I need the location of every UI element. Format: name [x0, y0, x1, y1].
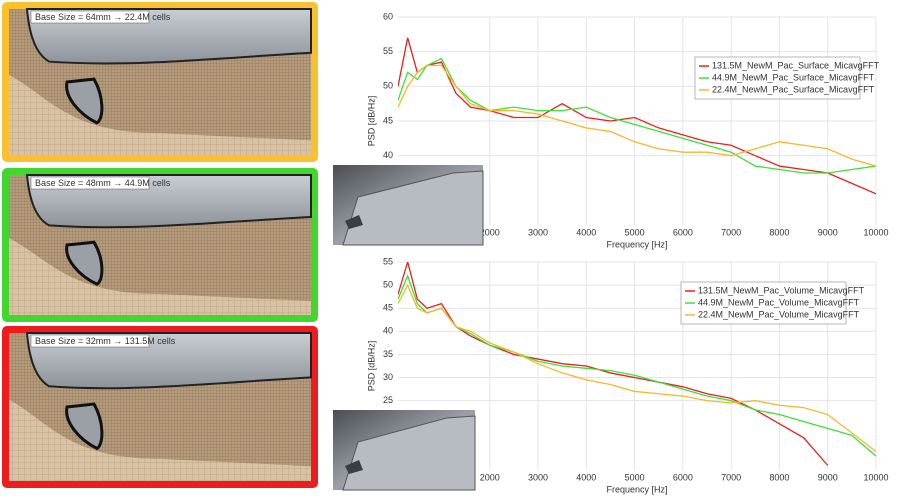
x-tick-label: 5000: [625, 472, 645, 482]
y-tick-label: 55: [383, 256, 393, 266]
x-tick-label: 7000: [721, 227, 741, 237]
x-tick-label: 10000: [863, 227, 888, 237]
panel-label: Base Size = 64mm → 22.4M cells: [35, 12, 171, 22]
series-line: [398, 64, 876, 167]
y-tick-label: 50: [383, 81, 393, 91]
x-axis-title: Frequency [Hz]: [606, 484, 667, 494]
y-tick-label: 25: [383, 395, 393, 405]
x-tick-label: 8000: [769, 227, 789, 237]
panel-label: Base Size = 32mm → 131.5M cells: [35, 336, 176, 346]
panel-label: Base Size = 48mm → 44.9M cells: [35, 178, 171, 188]
legend-label: 44.9M_NewM_Pac_Volume_MicavgFFT: [698, 297, 860, 307]
x-tick-label: 9000: [818, 472, 838, 482]
y-tick-label: 45: [383, 115, 393, 125]
mesh-coarse: [9, 399, 311, 481]
x-tick-label: 2000: [480, 472, 500, 482]
mesh-panel: Base Size = 48mm → 44.9M cells: [2, 168, 318, 322]
y-tick-label: 40: [383, 150, 393, 160]
legend-label: 131.5M_NewM_Pac_Volume_MicavgFFT: [698, 285, 865, 295]
x-tick-label: 10000: [863, 472, 888, 482]
x-tick-label: 9000: [818, 227, 838, 237]
x-tick-label: 8000: [769, 472, 789, 482]
y-tick-label: 50: [383, 279, 393, 289]
y-axis-title: PSD [dB/Hz]: [366, 341, 376, 392]
x-tick-label: 3000: [528, 227, 548, 237]
x-tick-label: 4000: [576, 472, 596, 482]
series-line: [398, 57, 876, 174]
y-tick-label: 60: [383, 11, 393, 21]
label-box: [30, 10, 150, 24]
legend-box: [694, 56, 861, 100]
inset-mirror: [345, 460, 363, 474]
mirror: [65, 77, 104, 125]
x-tick-label: 6000: [673, 472, 693, 482]
x-tick-label: 6000: [673, 227, 693, 237]
legend-label: 131.5M_NewM_Pac_Surface_MicavgFFT: [712, 60, 880, 70]
inset-mirror: [345, 215, 363, 229]
mirror: [65, 240, 104, 286]
legend-label: 22.4M_NewM_Pac_Volume_MicavgFFT: [698, 309, 860, 319]
y-tick-label: 45: [383, 303, 393, 313]
x-axis-title: Frequency [Hz]: [606, 239, 667, 249]
y-axis-title: PSD [dB/Hz]: [366, 96, 376, 147]
y-tick-label: 40: [383, 326, 393, 336]
legend-box: [680, 281, 847, 325]
legend-label: 44.9M_NewM_Pac_Surface_MicavgFFT: [712, 72, 875, 82]
chart: 40 45 50 55 60 2000 3000 4000 5000 6000 7000 8000 90…: [333, 11, 889, 249]
mesh-panel: Base Size = 32mm → 131.5M cells: [2, 326, 318, 488]
inset-car: [342, 170, 484, 246]
mirror: [65, 402, 104, 451]
y-tick-label: 35: [383, 349, 393, 359]
x-tick-label: 7000: [721, 472, 741, 482]
series-line: [398, 283, 876, 453]
mesh-coarse: [9, 74, 311, 155]
series-line: [398, 262, 829, 466]
series-line: [398, 37, 876, 195]
x-tick-label: 5000: [625, 227, 645, 237]
mesh-panel: Base Size = 64mm → 22.4M cells: [2, 2, 318, 162]
label-box: [30, 334, 150, 348]
x-tick-label: 3000: [528, 472, 548, 482]
legend-label: 22.4M_NewM_Pac_Surface_MicavgFFT: [712, 84, 875, 94]
chart: 25 30 35 40 45 50 55 2000 3000 4000 5000 6000 7000 80…: [333, 256, 889, 494]
inset-car: [342, 415, 476, 491]
label-box: [30, 176, 150, 190]
mesh-coarse: [9, 238, 311, 315]
x-tick-label: 2000: [480, 227, 500, 237]
y-tick-label: 30: [383, 372, 393, 382]
y-tick-label: 55: [383, 46, 393, 56]
x-tick-label: 4000: [576, 227, 596, 237]
